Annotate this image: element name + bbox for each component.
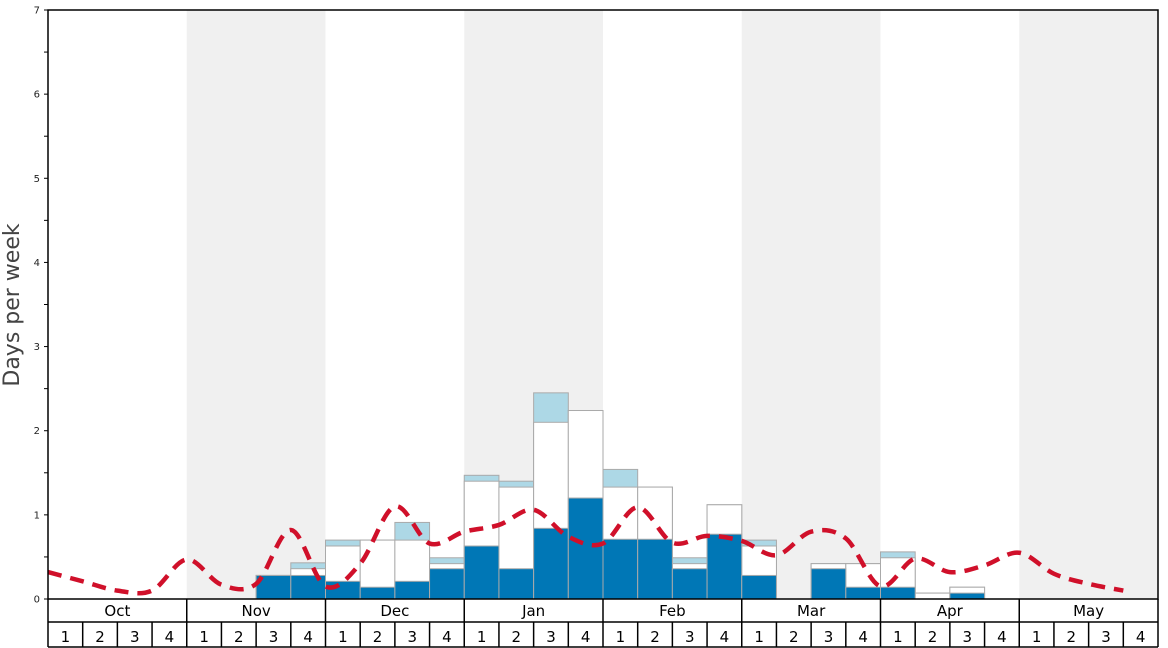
week-label: 4 bbox=[581, 628, 591, 646]
x-axis: Oct 1 2 3 4 Nov 1 2 3 4 Dec 1 2 3 4 Jan 1 2 3 4 Feb 1 2 3 4 Mar 1 2… bbox=[47, 599, 1159, 648]
month-band bbox=[1019, 10, 1158, 599]
bars-group bbox=[255, 392, 986, 600]
week-label: 3 bbox=[962, 628, 972, 646]
week-label: 1 bbox=[477, 628, 487, 646]
week-label: 3 bbox=[685, 628, 695, 646]
bar bbox=[325, 580, 361, 600]
week-label: 2 bbox=[234, 628, 244, 646]
month-bands bbox=[186, 10, 1158, 599]
average-line bbox=[48, 504, 1124, 596]
week-label: 1 bbox=[616, 628, 626, 646]
average-line-group bbox=[48, 504, 1124, 596]
y-tick-label: 1 bbox=[34, 510, 40, 521]
bar bbox=[602, 538, 639, 600]
week-label: 2 bbox=[650, 628, 660, 646]
week-label: 4 bbox=[303, 628, 313, 646]
week-label: 3 bbox=[546, 628, 556, 646]
month-band bbox=[186, 10, 326, 599]
y-tick-label: 7 bbox=[34, 6, 40, 17]
month-label: Nov bbox=[241, 602, 270, 620]
month-label: Feb bbox=[659, 602, 686, 620]
week-label: 1 bbox=[61, 628, 71, 646]
week-label: 3 bbox=[824, 628, 834, 646]
bar bbox=[429, 568, 465, 600]
week-label: 2 bbox=[1067, 628, 1077, 646]
week-label: 3 bbox=[269, 628, 279, 646]
week-label: 1 bbox=[893, 628, 903, 646]
week-label: 4 bbox=[1136, 628, 1146, 646]
week-label: 2 bbox=[95, 628, 105, 646]
y-tick-label: 3 bbox=[34, 342, 40, 353]
bar bbox=[394, 580, 431, 600]
bar bbox=[949, 592, 986, 600]
month-label: Mar bbox=[797, 602, 826, 620]
week-label: 2 bbox=[789, 628, 799, 646]
y-tick-label: 6 bbox=[34, 90, 40, 101]
bar bbox=[567, 497, 604, 600]
month-label: Oct bbox=[104, 602, 130, 620]
y-axis-title: Days per week bbox=[0, 223, 25, 386]
week-label: 3 bbox=[1101, 628, 1111, 646]
week-label: 4 bbox=[442, 628, 452, 646]
week-label: 4 bbox=[858, 628, 868, 646]
y-tick-label: 5 bbox=[34, 174, 40, 185]
bar bbox=[914, 592, 951, 600]
week-label: 3 bbox=[407, 628, 417, 646]
y-tick-label: 2 bbox=[34, 426, 40, 437]
y-axis: 0 1 2 3 4 5 6 7 bbox=[34, 6, 48, 606]
week-label: 1 bbox=[199, 628, 209, 646]
month-label: May bbox=[1073, 602, 1104, 620]
week-label: 3 bbox=[130, 628, 140, 646]
y-tick-label: 4 bbox=[34, 258, 40, 269]
week-label: 4 bbox=[720, 628, 730, 646]
bar bbox=[671, 568, 708, 600]
bar bbox=[359, 586, 396, 600]
bar bbox=[810, 568, 847, 600]
bar bbox=[880, 586, 916, 600]
week-label: 2 bbox=[928, 628, 938, 646]
bar bbox=[637, 538, 673, 600]
month-label: Apr bbox=[937, 602, 964, 620]
week-label: 1 bbox=[338, 628, 348, 646]
bar bbox=[706, 533, 743, 600]
bar bbox=[741, 574, 777, 600]
month-band bbox=[741, 10, 881, 599]
month-label: Jan bbox=[521, 602, 545, 620]
week-label: 1 bbox=[754, 628, 764, 646]
y-tick-label: 0 bbox=[34, 595, 40, 606]
bar bbox=[498, 568, 535, 600]
week-label: 2 bbox=[373, 628, 383, 646]
month-label: Dec bbox=[380, 602, 409, 620]
week-label: 4 bbox=[997, 628, 1007, 646]
week-label: 4 bbox=[165, 628, 175, 646]
bar bbox=[845, 586, 881, 600]
bar bbox=[533, 527, 569, 600]
bar bbox=[463, 545, 500, 600]
week-label: 2 bbox=[512, 628, 522, 646]
week-label: 1 bbox=[1032, 628, 1042, 646]
